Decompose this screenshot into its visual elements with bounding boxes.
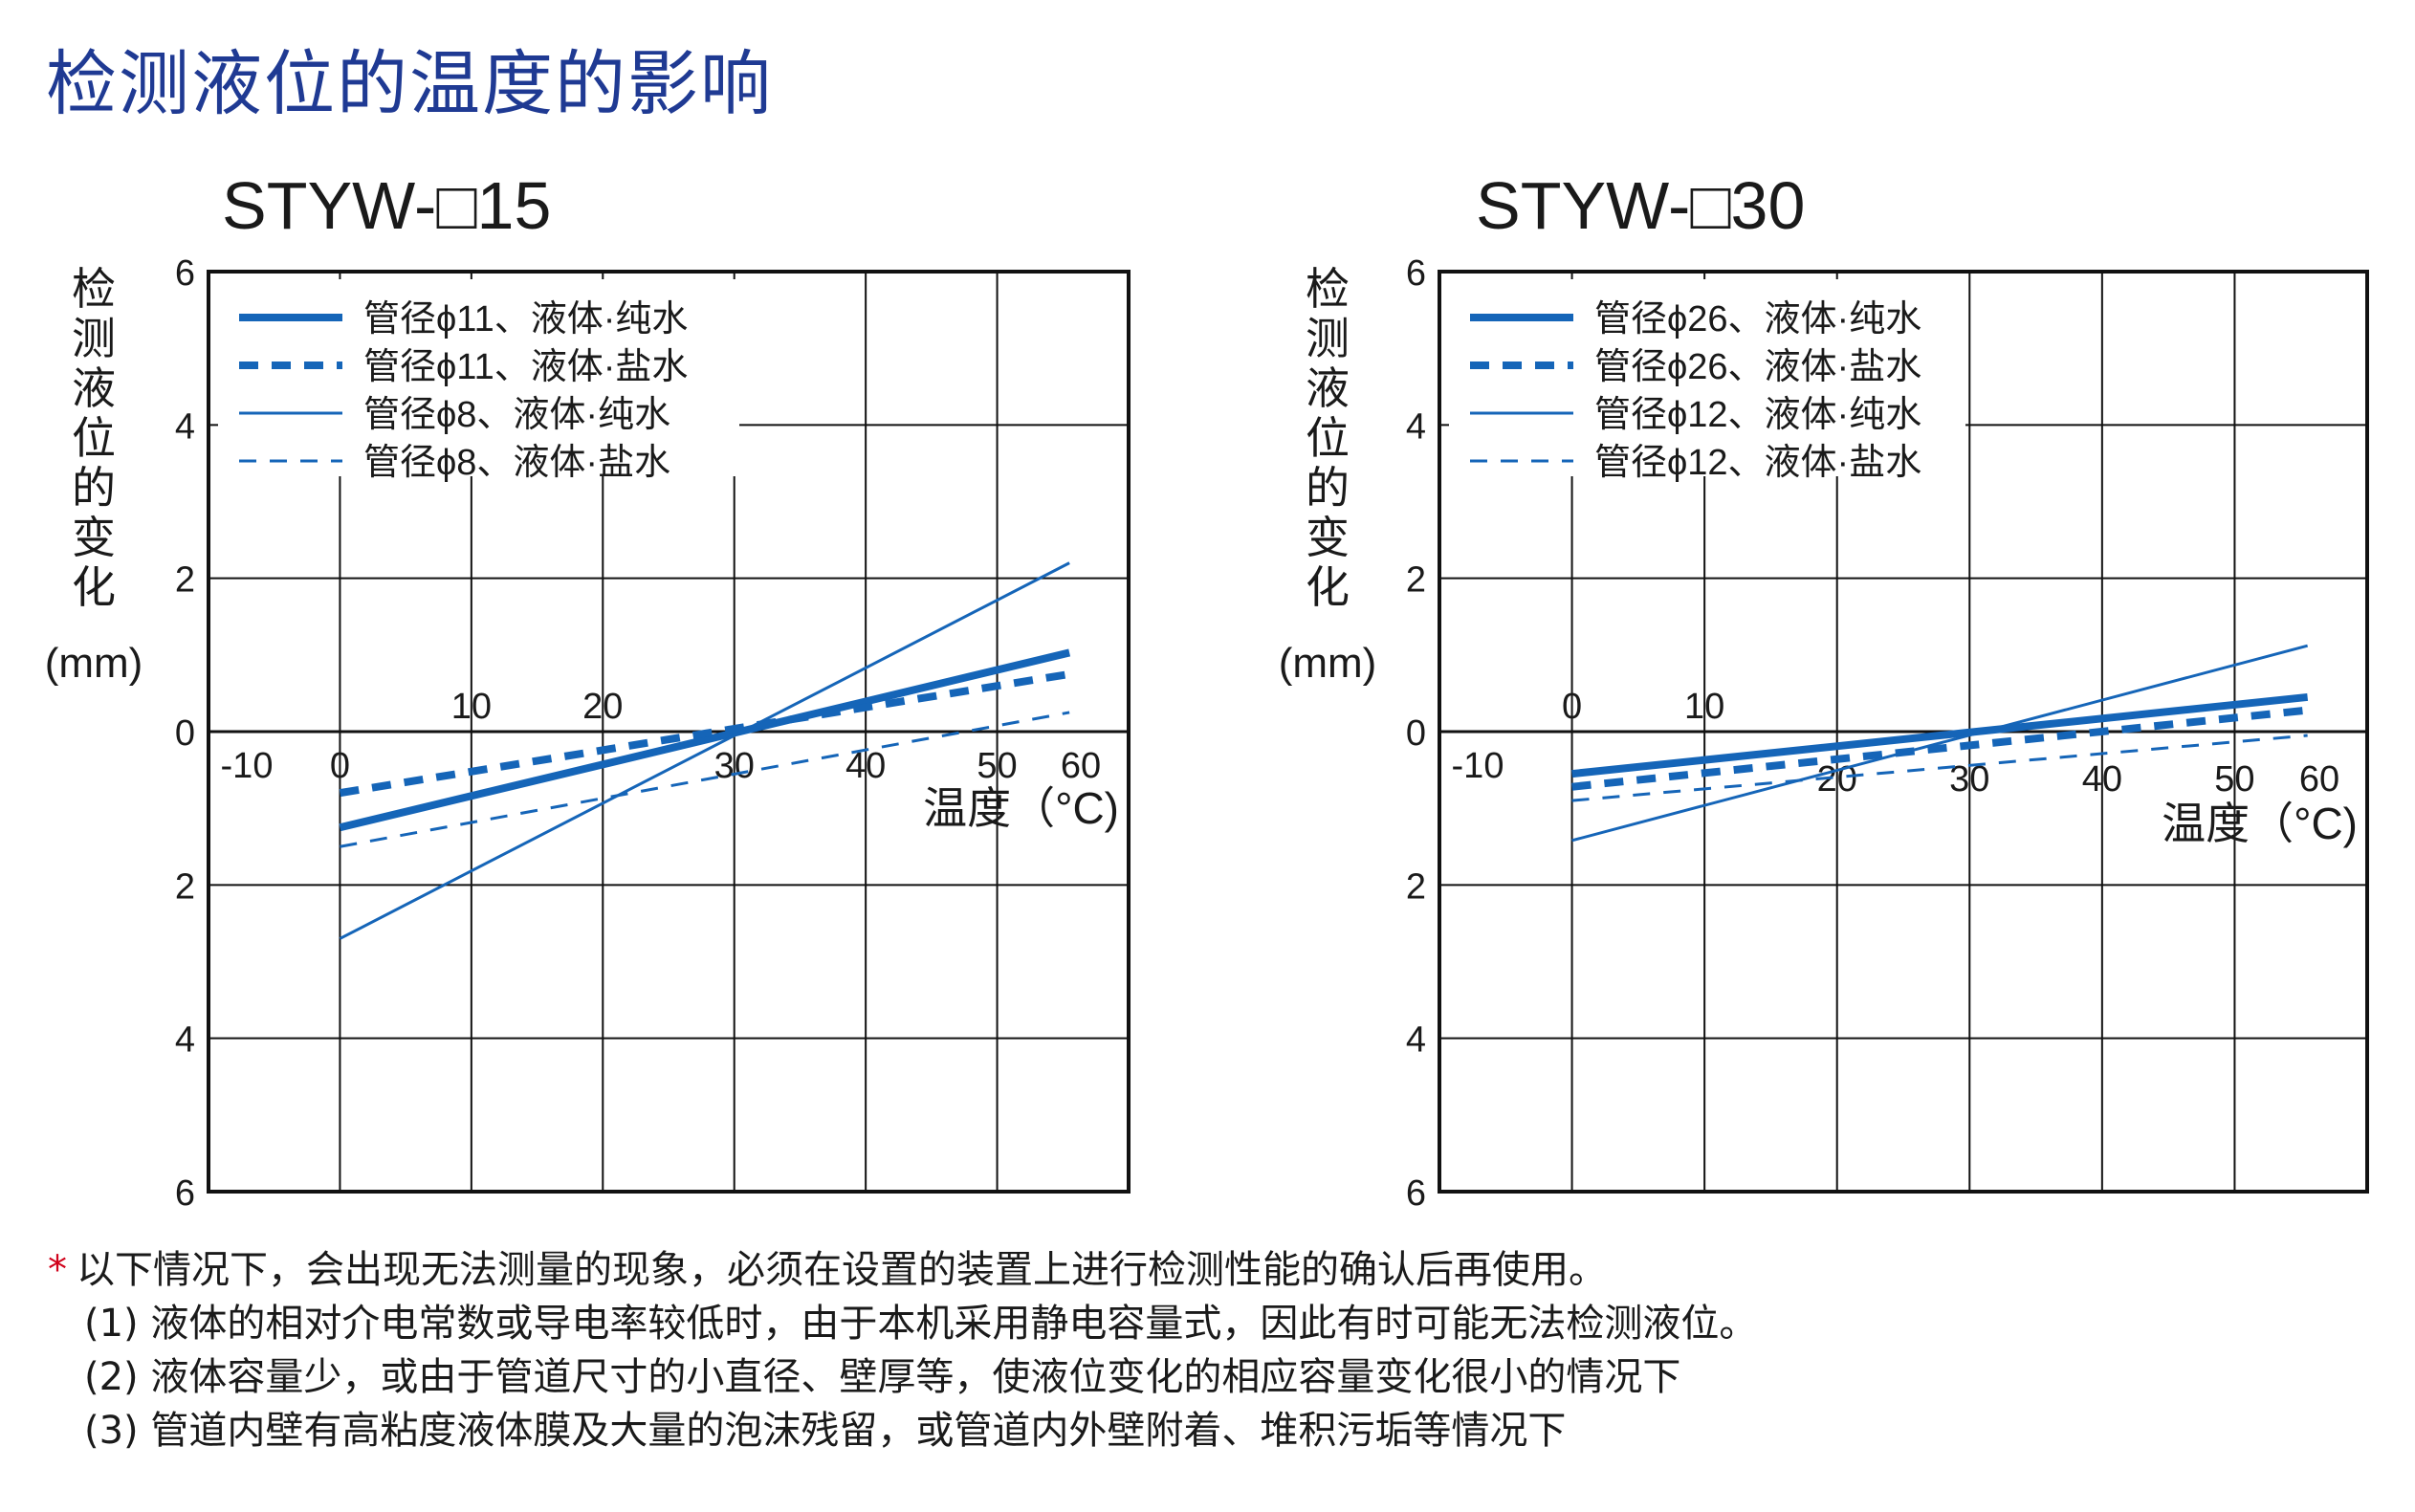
y-axis-title-char: 测 [1306, 314, 1350, 363]
y-tick-label: 4 [1406, 1020, 1426, 1061]
note-item-1: (1) 液体的相对介电常数或导电率较低时，由于本机采用静电容量式，因此有时可能无… [84, 1302, 1758, 1346]
x-tick-label: 60 [2299, 759, 2339, 800]
y-axis-title-char: 检 [72, 264, 116, 314]
y-axis-title-char: 位 [72, 413, 116, 463]
x-tick-label: -10 [1452, 746, 1504, 786]
y-tick-label: 0 [175, 713, 195, 754]
y-tick-label: 4 [175, 1020, 195, 1061]
x-tick-label: 50 [2214, 759, 2254, 800]
y-axis-title-char: 检 [1306, 264, 1350, 314]
legend-box [218, 279, 739, 476]
page-title: 检测液位的温度的影响 [46, 43, 773, 125]
x-tick-label: 60 [1061, 746, 1101, 786]
y-tick-label: 2 [1406, 560, 1426, 601]
series-line [339, 648, 1071, 832]
y-axis-title-char: 液 [72, 363, 116, 413]
x-axis-title: 温度（°C) [2162, 799, 2358, 848]
y-axis-title-char: 化 [1306, 562, 1350, 612]
notes-block: * 以下情况下，会出现无法测量的现象，必须在设置的装置上进行检测性能的确认后再使用… [48, 1243, 1757, 1457]
x-tick-label: 20 [582, 687, 623, 727]
y-tick-label: 6 [175, 1173, 195, 1214]
y-axis-title-char: 的 [1306, 463, 1350, 513]
y-axis-title-char: 变 [1306, 513, 1350, 562]
legend-label: 管径ϕ26、液体·纯水 [1594, 299, 1921, 340]
y-axis-unit: (mm) [1279, 640, 1377, 687]
series-line [1571, 644, 2309, 843]
x-tick-label: 0 [1562, 687, 1582, 727]
series-line [1571, 734, 2308, 802]
y-tick-label: 4 [175, 406, 195, 447]
y-tick-label: 6 [175, 253, 195, 294]
series-line [340, 711, 1070, 848]
note-star: * [48, 1248, 67, 1292]
x-axis-title: 温度（°C) [923, 783, 1119, 833]
y-axis-title-char: 化 [72, 562, 116, 612]
series-line [339, 669, 1070, 798]
chart-title-styw-15: STYW-□15 [222, 168, 552, 243]
chart-title-styw-30: STYW-□30 [1476, 168, 1806, 243]
y-tick-label: 2 [175, 560, 195, 601]
y-axis-title-char: 变 [72, 513, 116, 562]
y-axis-unit: (mm) [45, 640, 143, 687]
series-line [339, 561, 1070, 940]
y-axis-title-char: 液 [1306, 363, 1350, 413]
legend-label: 管径ϕ11、液体·纯水 [363, 299, 688, 340]
x-tick-label: 10 [1684, 687, 1724, 727]
notes-intro-text: 以下情况下，会出现无法测量的现象，必须在设置的装置上进行检测性能的确认后再使用。 [77, 1248, 1607, 1292]
x-tick-label: 0 [330, 746, 350, 786]
y-tick-label: 2 [1406, 866, 1426, 907]
legend-label: 管径ϕ8、液体·盐水 [363, 443, 670, 483]
x-tick-label: 10 [451, 687, 492, 727]
legend-label: 管径ϕ12、液体·盐水 [1594, 443, 1921, 483]
notes-intro: * 以下情况下，会出现无法测量的现象，必须在设置的装置上进行检测性能的确认后再使用… [48, 1243, 1757, 1297]
y-axis-title-char: 测 [72, 314, 116, 363]
y-tick-label: 6 [1406, 1173, 1426, 1214]
series-line [1571, 706, 2309, 791]
legend-label: 管径ϕ11、液体·盐水 [363, 347, 688, 387]
series-line [1571, 692, 2309, 778]
note-item-3: (3) 管道内壁有高粘度液体膜及大量的泡沫残留，或管道内外壁附着、堆积污垢等情况… [84, 1409, 1567, 1453]
y-axis-title-char: 的 [72, 463, 116, 513]
x-tick-label: 40 [845, 746, 886, 786]
y-tick-label: 4 [1406, 406, 1426, 447]
y-tick-label: 0 [1406, 713, 1426, 754]
note-item-2: (2) 液体容量少，或由于管道尺寸的小直径、壁厚等，使液位变化的相应容量变化很小… [84, 1355, 1681, 1399]
legend-box [1449, 279, 1965, 476]
x-tick-label: 50 [977, 746, 1017, 786]
x-tick-label: 30 [714, 746, 755, 786]
legend-label: 管径ϕ8、液体·纯水 [363, 395, 670, 435]
x-tick-label: -10 [221, 746, 274, 786]
x-tick-label: 40 [2082, 759, 2122, 800]
y-tick-label: 2 [175, 866, 195, 907]
legend-label: 管径ϕ12、液体·纯水 [1594, 395, 1921, 435]
legend-label: 管径ϕ26、液体·盐水 [1594, 347, 1921, 387]
y-tick-label: 6 [1406, 253, 1426, 294]
y-axis-title-char: 位 [1306, 413, 1350, 463]
